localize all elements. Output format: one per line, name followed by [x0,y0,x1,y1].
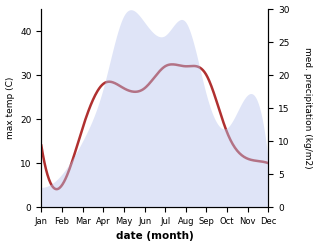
Y-axis label: max temp (C): max temp (C) [5,77,15,139]
X-axis label: date (month): date (month) [116,231,194,242]
Y-axis label: med. precipitation (kg/m2): med. precipitation (kg/m2) [303,47,313,169]
